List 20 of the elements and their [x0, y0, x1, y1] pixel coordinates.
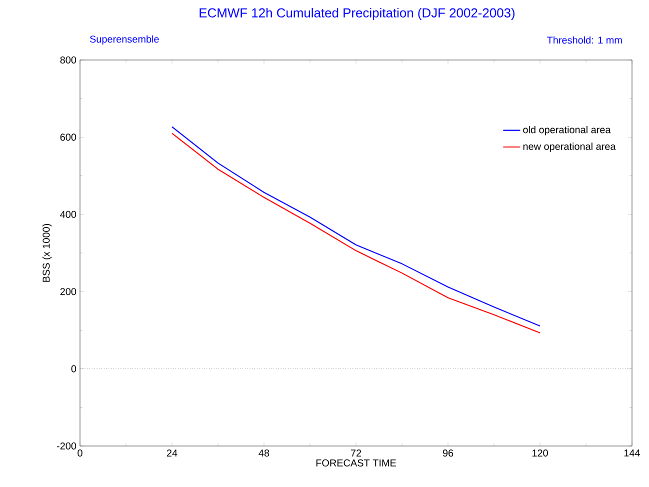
x-tick-label: 144: [624, 450, 640, 456]
y-tick-label: 200: [60, 288, 76, 296]
y-tick-label: 800: [60, 56, 76, 64]
x-axis-title: FORECAST TIME: [316, 459, 396, 466]
x-tick-label: 48: [258, 450, 270, 457]
y-tick-label: 0: [71, 365, 76, 372]
chart-title: ECMWF 12h Cumulated Precipitation (DJF 2002-2003): [200, 8, 515, 20]
x-tick-label: 72: [350, 450, 362, 456]
legend-label: new operational area: [523, 142, 616, 152]
legend-label: old operational area: [523, 126, 611, 136]
x-tick-label: 0: [78, 450, 82, 457]
x-tick-label: 24: [166, 450, 178, 456]
x-tick-label: 96: [442, 450, 454, 457]
y-tick-label: -200: [56, 442, 76, 450]
y-tick-label: 600: [60, 134, 76, 141]
y-tick-label: 400: [60, 210, 76, 218]
chart-subtitle: Superensemble: [90, 35, 159, 45]
x-tick-label: 120: [532, 450, 548, 457]
y-axis-title: BSS (x 1000): [42, 224, 52, 282]
text: Threshold: 1 mm: [547, 36, 622, 44]
